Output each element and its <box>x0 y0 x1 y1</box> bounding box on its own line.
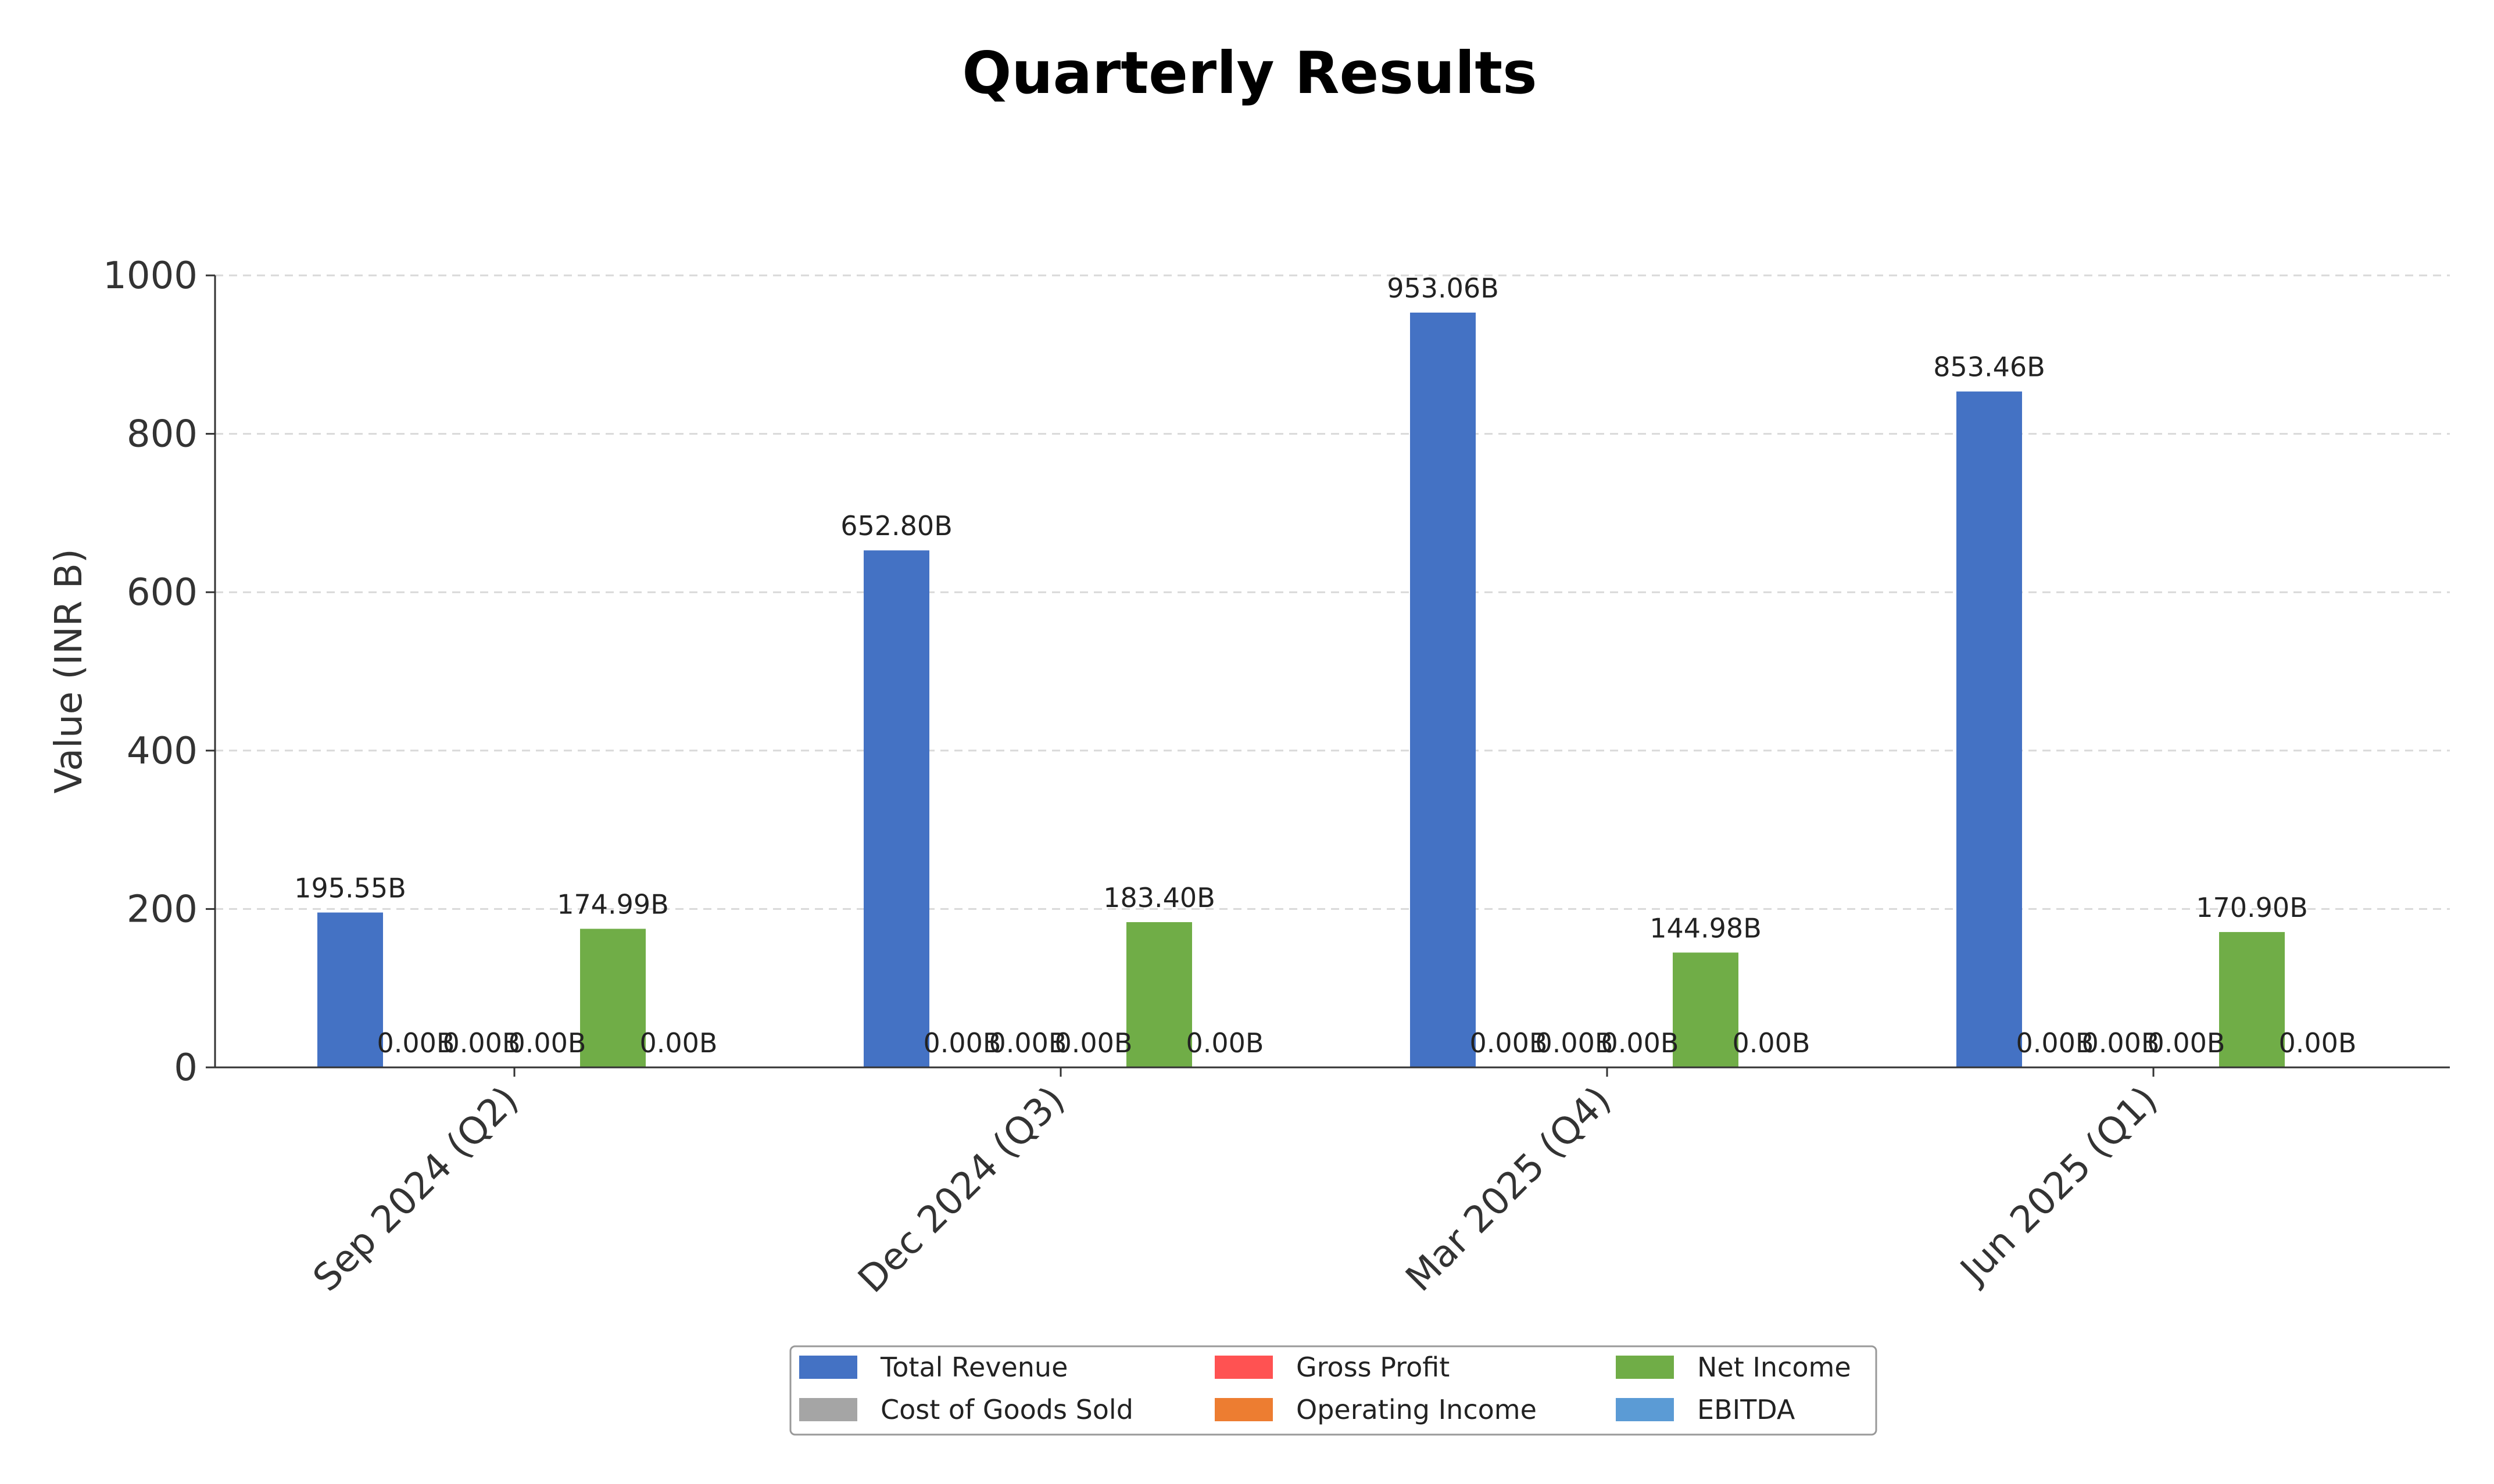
y-tick-label: 400 <box>127 730 198 773</box>
data-label: 0.00B <box>443 1027 521 1059</box>
data-label: 0.00B <box>2016 1027 2094 1059</box>
data-label: 0.00B <box>2082 1027 2160 1059</box>
x-tick-label: Dec 2024 (Q3) <box>850 1078 1074 1302</box>
x-tick-label: Jun 2025 (Q1) <box>1951 1078 2166 1293</box>
legend-swatch <box>799 1356 857 1379</box>
data-labels-layer: 195.55B0.00B0.00B0.00B174.99B0.00B652.80… <box>294 273 2356 1059</box>
y-axis-label: Value (INR B) <box>48 549 91 794</box>
legend-box <box>789 1345 1877 1436</box>
y-tick-label: 800 <box>127 413 198 456</box>
data-label: 170.90B <box>2196 892 2308 923</box>
data-label: 0.00B <box>1536 1027 1613 1059</box>
chart-title: Quarterly Results <box>962 39 1537 107</box>
bar-net-income <box>2219 932 2285 1067</box>
bars-layer <box>317 312 2285 1067</box>
legend-swatch <box>1215 1356 1273 1379</box>
data-label: 0.00B <box>377 1027 455 1059</box>
legend-swatch <box>1616 1398 1674 1421</box>
legend-label: Total Revenue <box>880 1352 1068 1383</box>
x-tick-label: Sep 2024 (Q2) <box>305 1078 527 1300</box>
legend-label: Operating Income <box>1296 1394 1537 1425</box>
data-label: 953.06B <box>1387 273 1499 304</box>
bar-net-income <box>1673 952 1738 1067</box>
y-tick-label: 0 <box>174 1046 198 1089</box>
axes-layer: 0 200 400 600 800 1000 Sep 2024 (Q2) Dec 2024 (… <box>103 254 2450 1302</box>
data-label: 195.55B <box>294 872 406 904</box>
legend-label: Gross Profit <box>1296 1352 1450 1383</box>
bar-total-revenue <box>864 550 929 1067</box>
x-tick-label: Mar 2025 (Q4) <box>1398 1078 1619 1300</box>
data-label: 0.00B <box>1601 1027 1679 1059</box>
legend-label: Net Income <box>1697 1352 1851 1383</box>
data-label: 853.46B <box>1933 352 2045 383</box>
data-label: 0.00B <box>2148 1027 2225 1059</box>
legend-label: Cost of Goods Sold <box>881 1394 1133 1425</box>
legend-swatch <box>799 1398 857 1421</box>
bar-total-revenue <box>317 912 383 1067</box>
legend-label: EBITDA <box>1697 1394 1795 1425</box>
data-label: 144.98B <box>1649 912 1762 944</box>
data-label: 0.00B <box>989 1027 1067 1059</box>
y-tick-label: 600 <box>127 571 198 614</box>
data-label: 0.00B <box>640 1027 718 1059</box>
data-label: 0.00B <box>509 1027 586 1059</box>
data-label: 0.00B <box>1055 1027 1133 1059</box>
legend-swatch <box>1215 1398 1273 1421</box>
data-label: 0.00B <box>924 1027 1001 1059</box>
bar-net-income <box>580 929 646 1067</box>
data-label: 0.00B <box>1733 1027 1810 1059</box>
data-label: 174.99B <box>557 888 669 920</box>
y-tick-label: 1000 <box>103 254 198 297</box>
legend: Total Revenue Cost of Goods Sold Gross Pro… <box>789 1345 1877 1436</box>
bar-total-revenue <box>1410 312 1476 1067</box>
data-label: 0.00B <box>1186 1027 1264 1059</box>
data-label: 652.80B <box>840 510 953 542</box>
bar-net-income <box>1126 922 1192 1067</box>
legend-swatch <box>1616 1356 1674 1379</box>
y-tick-label: 200 <box>127 888 198 931</box>
data-label: 0.00B <box>2279 1027 2357 1059</box>
data-label: 183.40B <box>1103 882 1215 913</box>
bar-total-revenue <box>1956 391 2022 1067</box>
data-label: 0.00B <box>1470 1027 1548 1059</box>
grid-layer <box>215 274 2450 910</box>
